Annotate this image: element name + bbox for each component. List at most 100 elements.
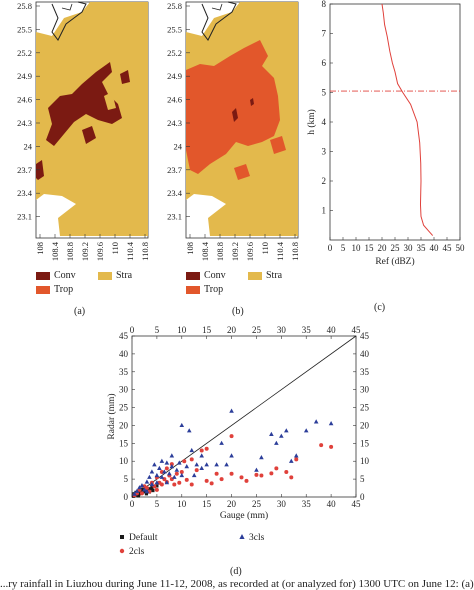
scatter-y-tick-label-right: 35	[360, 367, 370, 377]
scatter-x-tick-label: 40	[327, 499, 337, 509]
profile-x-tick-label: 20	[378, 243, 388, 253]
profile-y-tick-label: 5	[322, 88, 327, 98]
panel-a-legend: Conv Stra Trop	[36, 270, 156, 302]
panel-a-x-ticks: 108 108.4 108.8 109.2 109.6 110 110.4 110.8	[35, 234, 150, 261]
profile-y-tick-label: 2	[322, 176, 327, 186]
panel-b-x-ticks: 108 108.4 108.8 109.2 109.6 110 110.4 110.8	[185, 234, 300, 261]
scatter-point-3cls	[167, 471, 172, 476]
profile-y-tick-label: 8	[322, 0, 327, 9]
profile-frame	[329, 3, 461, 241]
scatter-point-3cls	[184, 463, 190, 469]
map-y-tick-label: 25.8	[167, 1, 182, 11]
panel-a-coastline	[51, 1, 87, 41]
scatter-point-2cls	[214, 471, 219, 476]
scatter-y-tick-label-right: 5	[360, 474, 365, 484]
scatter-point-3cls	[179, 472, 185, 478]
scatter-point-3cls	[189, 447, 195, 453]
scatter-point-3cls	[204, 462, 209, 467]
scatter-y-tick-label: 0	[124, 492, 129, 502]
scatter-one-to-one-line	[131, 335, 357, 498]
scatter-point-2cls	[294, 457, 299, 462]
scatter-y-tick-label-right: 20	[360, 420, 370, 430]
profile-line	[381, 3, 434, 236]
map-x-tick-label: 110	[110, 242, 120, 254]
map-x-tick-label: 109.2	[230, 242, 240, 261]
scatter-point-2cls	[144, 486, 149, 491]
scatter-point-3cls	[214, 462, 219, 467]
scatter-y-tick-label: 10	[119, 456, 129, 466]
scatter-point-2cls	[244, 478, 249, 483]
map-x-tick-label: 109.6	[245, 242, 255, 261]
map-y-tick-label: 24.9	[17, 71, 32, 81]
panel-b-map: 25.8 25.5 25.2 24.9 24.6 24.3 24 23.7 23.4 23.1 1…	[167, 1, 300, 261]
map-x-tick-label: 108.8	[215, 242, 225, 261]
scatter-point-3cls	[152, 462, 157, 467]
profile-x-tick-label: 10	[352, 243, 362, 253]
scatter-point-2cls	[259, 473, 264, 478]
map-x-tick-label: 109.2	[80, 242, 90, 261]
panel-a-stratiform-region	[36, 2, 148, 236]
scatter-point-3cls	[303, 428, 309, 433]
scatter-point-3cls	[274, 440, 279, 445]
scatter-point-2cls	[229, 471, 234, 476]
scatter-point-3cls	[162, 469, 167, 474]
scatter-point-3cls	[288, 458, 294, 463]
profile-x-tick-label: 45	[443, 243, 453, 253]
scatter-point-2cls	[194, 468, 199, 473]
legend-conv-label: Conv	[54, 270, 76, 281]
scatter-x-tick-label: 10	[177, 499, 187, 509]
scatter-point-3cls	[174, 467, 180, 472]
profile-x-tick-label: 40	[430, 243, 440, 253]
scatter-y-tick-label-right: 30	[360, 385, 370, 395]
scatter-point-3cls	[191, 472, 197, 478]
scatter-point-3cls	[219, 440, 224, 445]
legend-conv-label-b: Conv	[204, 270, 226, 281]
scatter-point-2cls	[189, 482, 194, 487]
scatter-point-2cls	[209, 481, 214, 486]
scatter-y-tick-label: 40	[119, 349, 129, 359]
scatter-point-2cls	[219, 477, 224, 482]
scatter-y-tick-label: 35	[119, 367, 129, 377]
scatter-point-3cls	[154, 472, 160, 478]
scatter-x-tick-label-top: 40	[327, 325, 337, 335]
panel-label-b: (b)	[232, 306, 244, 317]
scatter-point-3cls	[224, 462, 229, 467]
map-x-tick-label: 108	[185, 242, 195, 255]
scatter-x-axis-label: Gauge (mm)	[220, 510, 268, 521]
scatter-x-tick-label-top: 25	[252, 325, 262, 335]
scatter-point-3cls	[179, 422, 185, 428]
scatter-point-3cls	[186, 428, 192, 433]
scatter-x-tick-label-top: 15	[202, 325, 212, 335]
scatter-point-3cls	[293, 453, 299, 458]
map-y-tick-label: 24	[174, 141, 183, 151]
scatter-point-3cls	[149, 481, 155, 487]
scatter-point-2cls	[179, 469, 184, 474]
scatter-point-2cls	[164, 466, 169, 471]
scatter-y-tick-label-right: 45	[360, 331, 370, 341]
map-y-tick-label: 23.1	[17, 212, 32, 222]
scatter-point-3cls	[149, 469, 155, 474]
scatter-point-3cls	[164, 460, 170, 465]
profile-x-tick-label: 5	[341, 243, 346, 253]
legend-trop-label-b: Trop	[204, 284, 224, 295]
profile-y-tick-label: 1	[322, 206, 327, 216]
scatter-point-default	[137, 492, 141, 496]
scatter-x-tick-label: 5	[155, 499, 160, 509]
map-y-tick-label: 23.7	[167, 165, 182, 175]
scatter-point-default	[148, 487, 152, 491]
scatter-x-tick-label: 25	[252, 499, 262, 509]
scatter-y-tick-label: 20	[119, 420, 129, 430]
scatter-x-tick-label: 35	[302, 499, 312, 509]
scatter-point-default	[155, 484, 159, 488]
profile-y-tick-label: 7	[322, 29, 327, 39]
map-y-tick-label: 24.6	[167, 95, 182, 105]
scatter-point-2cls	[177, 480, 182, 485]
scatter-y-tick-label: 5	[124, 474, 129, 484]
scatter-x-tick-label-top: 10	[177, 325, 187, 335]
map-y-tick-label: 23.7	[17, 165, 32, 175]
profile-y-tick-label: 4	[322, 117, 327, 127]
map-x-tick-label: 110	[260, 242, 270, 254]
scatter-point-3cls	[229, 408, 234, 413]
